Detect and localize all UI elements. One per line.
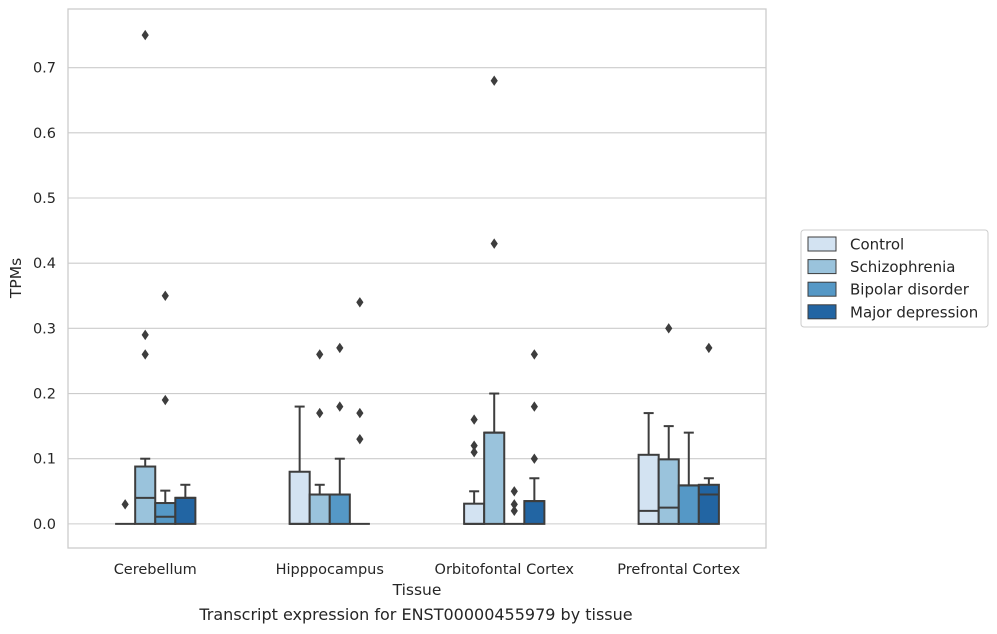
- legend-swatch: [807, 281, 837, 297]
- outlier-point: [161, 290, 169, 301]
- x-tick-label: Orbitofontal Cortex: [435, 562, 575, 578]
- outlier-point: [316, 407, 324, 419]
- box-body: [657, 458, 680, 525]
- legend-swatch: [807, 236, 837, 252]
- box-body: [308, 493, 331, 525]
- box-body: [523, 500, 546, 525]
- box-major-depression: [174, 483, 197, 525]
- box-bipolar-disorder: [677, 431, 700, 525]
- box-schizophrenia: [308, 483, 331, 525]
- y-axis-label: TPMs: [7, 258, 25, 299]
- outlier-point: [530, 349, 538, 360]
- outlier-point: [356, 433, 364, 445]
- outlier-point: [336, 401, 344, 412]
- outlier-point: [705, 342, 713, 354]
- legend: Control Schizophrenia Bipolar disorder Majo…: [800, 229, 989, 328]
- outlier-point: [141, 329, 149, 341]
- plot-area-frame: [67, 8, 767, 549]
- box-body: [288, 470, 311, 525]
- y-axis-ticks: 0.0 0.1 0.2 0.3 0.4 0.5 0.6 0.7: [33, 61, 56, 533]
- box-control: [463, 490, 486, 525]
- y-tick-label: 0.6: [33, 126, 56, 142]
- y-tick-label: 0.4: [33, 256, 56, 272]
- box-schizophrenia: [657, 425, 680, 525]
- x-axis-ticks: Cerebellum Hipppocampus Orbitofontal Corte…: [114, 562, 741, 578]
- boxes: [115, 392, 720, 525]
- box-body: [483, 431, 506, 525]
- box-body: [328, 493, 351, 525]
- y-tick-label: 0.1: [33, 452, 56, 468]
- y-tick-label: 0.5: [33, 191, 56, 207]
- outlier-point: [336, 342, 344, 354]
- legend-frame: [800, 229, 989, 328]
- box-schizophrenia: [483, 392, 506, 525]
- outliers: [121, 29, 713, 517]
- box-control: [637, 412, 660, 525]
- outlier-point: [530, 453, 538, 464]
- legend-swatch: [807, 259, 837, 275]
- outlier-point: [470, 414, 478, 425]
- outlier-point: [121, 499, 129, 510]
- outlier-point: [141, 349, 149, 360]
- x-tick-label: Prefrontal Cortex: [617, 562, 740, 578]
- x-tick-label: Cerebellum: [114, 562, 197, 578]
- box-body: [637, 453, 660, 525]
- outlier-point: [510, 505, 518, 517]
- y-tick-label: 0.7: [33, 61, 56, 77]
- y-tick-label: 0.2: [33, 387, 56, 403]
- x-axis-label: Tissue: [392, 581, 442, 599]
- outlier-point: [161, 394, 169, 406]
- legend-label: Schizophrenia: [850, 258, 955, 276]
- box-bipolar-disorder: [154, 489, 177, 525]
- outlier-point: [490, 75, 498, 86]
- gridlines: [68, 67, 766, 525]
- legend-label: Control: [850, 236, 904, 254]
- outlier-point: [141, 29, 149, 41]
- box-body: [697, 483, 720, 525]
- legend-label: Bipolar disorder: [850, 281, 970, 299]
- box-body: [677, 484, 700, 525]
- box-body: [463, 502, 486, 525]
- box-control: [288, 405, 311, 525]
- outlier-point: [316, 349, 324, 360]
- outlier-point: [490, 238, 498, 249]
- box-body: [174, 496, 197, 525]
- outlier-point: [530, 401, 538, 412]
- legend-swatch: [807, 304, 837, 320]
- box-bipolar-disorder: [328, 457, 351, 525]
- outlier-point: [470, 440, 478, 451]
- box-schizophrenia: [134, 457, 157, 525]
- outlier-point: [510, 486, 518, 497]
- box-major-depression: [523, 477, 546, 525]
- figure-caption: Transcript expression for ENST0000045597…: [199, 605, 633, 624]
- y-tick-label: 0.3: [33, 321, 56, 337]
- legend-label: Major depression: [850, 303, 978, 321]
- outlier-point: [510, 499, 518, 510]
- box-body: [134, 465, 157, 525]
- box-body: [154, 502, 177, 525]
- y-tick-label: 0.0: [33, 517, 56, 533]
- box-major-depression: [697, 477, 720, 525]
- outlier-point: [356, 407, 364, 419]
- x-tick-label: Hipppocampus: [276, 562, 384, 578]
- outlier-point: [470, 446, 478, 458]
- outlier-point: [665, 323, 673, 334]
- outlier-point: [356, 297, 364, 308]
